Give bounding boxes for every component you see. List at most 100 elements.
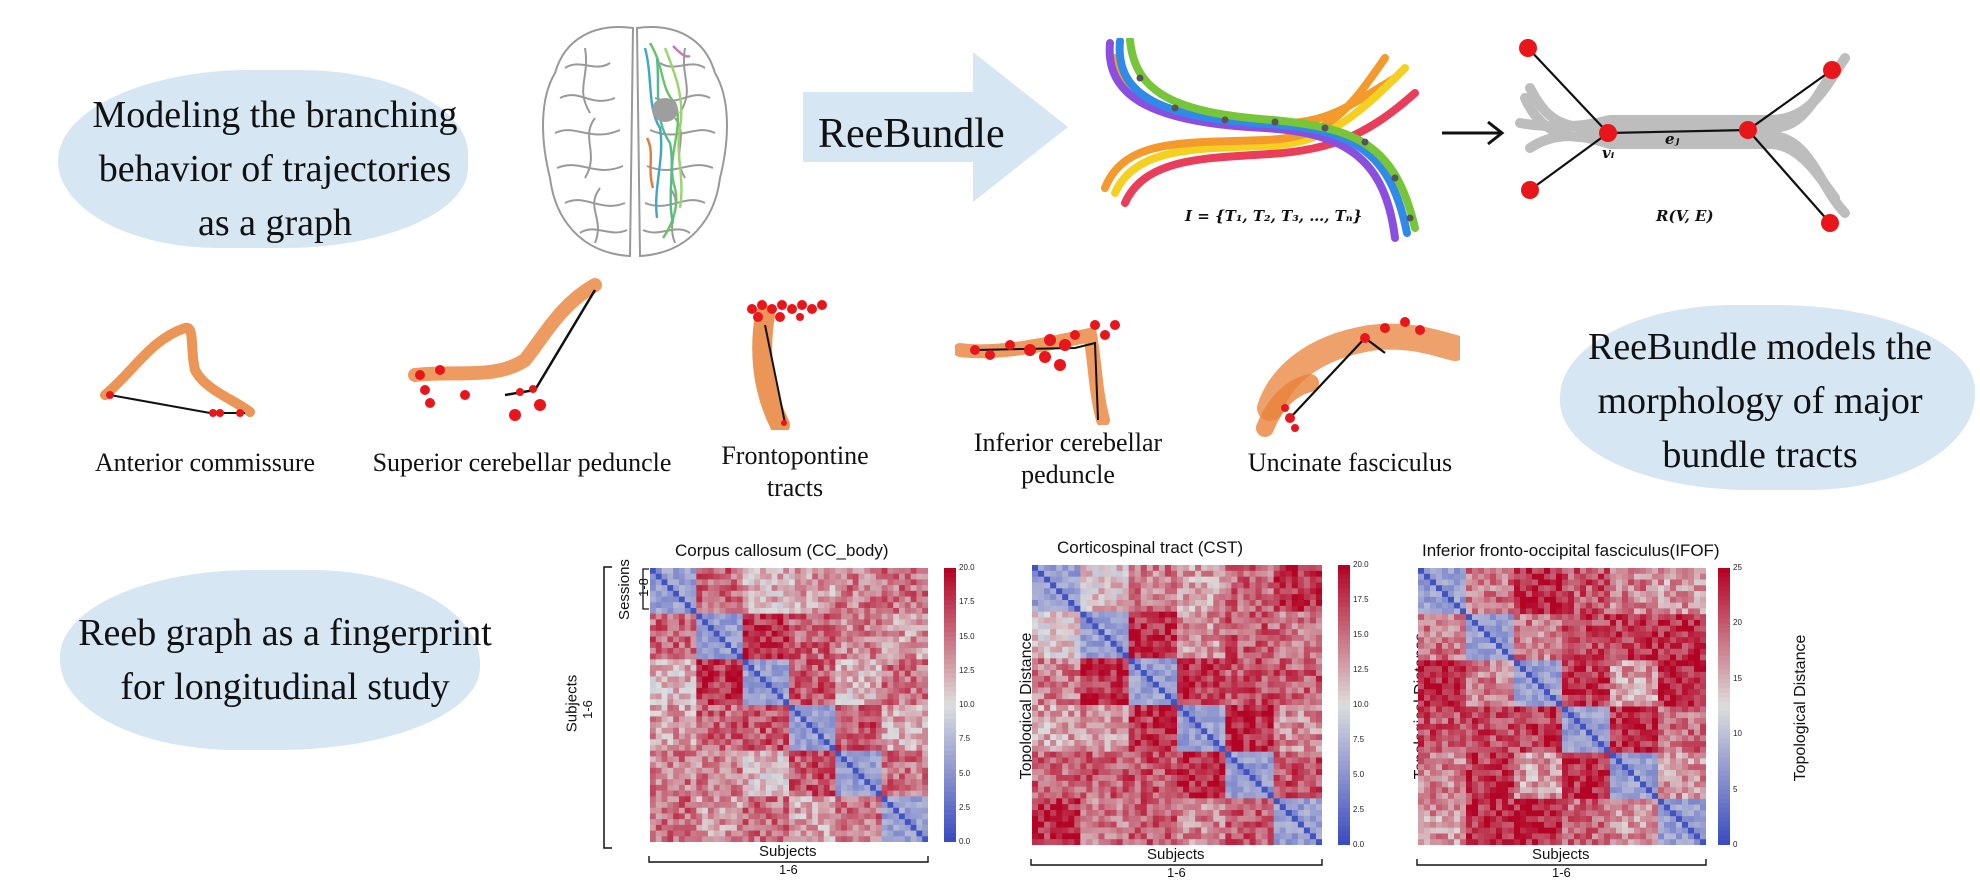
heatmap-cell — [1225, 769, 1232, 776]
heatmap-cell — [858, 722, 865, 729]
heatmap-cell — [916, 773, 923, 780]
heatmap-cell — [667, 630, 674, 637]
heatmap-cell — [1164, 786, 1172, 793]
heatmap-cell — [661, 836, 668, 842]
heatmap-cell — [858, 830, 865, 837]
heatmap-cell — [870, 790, 877, 797]
heatmap-cell — [1237, 646, 1244, 653]
heatmap-cell — [870, 784, 877, 792]
heatmap-cell — [707, 762, 715, 769]
heatmap-cell — [1207, 687, 1214, 694]
heatmap-cell — [754, 579, 761, 586]
heatmap-cell — [1183, 594, 1190, 601]
heatmap-cell — [1267, 675, 1275, 683]
heatmap-cell — [1056, 664, 1063, 671]
heatmap-cell — [823, 596, 830, 603]
colorbar-tick: 15.0 — [959, 631, 975, 641]
heatmap-cell — [1279, 699, 1287, 706]
heatmap-cell — [1315, 576, 1322, 583]
heatmap-cell — [1279, 588, 1287, 595]
heatmap-cell — [1243, 810, 1250, 817]
heatmap-cell — [864, 802, 871, 809]
heatmap-cell — [1225, 705, 1232, 712]
heatmap-cell — [655, 824, 662, 831]
heatmap-cell — [1436, 579, 1443, 586]
heatmap-cell — [800, 642, 807, 649]
heatmap-cell — [1038, 693, 1045, 700]
heatmap-cell — [673, 807, 680, 814]
heatmap-cell — [1134, 675, 1142, 683]
heatmap-cell — [777, 773, 784, 780]
heatmap-cell — [1255, 681, 1262, 688]
heatmap-cell — [1267, 740, 1275, 747]
heatmap-cell — [1122, 827, 1130, 834]
heatmap-cell — [661, 665, 668, 672]
heatmap-cell — [725, 687, 732, 694]
heatmap-cell — [1273, 670, 1281, 677]
heatmap-cell — [1213, 798, 1220, 805]
heatmap-cell — [922, 739, 928, 746]
heatmap-cell — [1152, 740, 1160, 747]
heatmap-cell — [1309, 675, 1317, 683]
heatmap-cell — [713, 642, 720, 649]
heatmap-cell — [1201, 652, 1208, 659]
heatmap-cell — [713, 773, 720, 780]
heatmap-cell — [1207, 705, 1214, 712]
heatmap-cell — [1098, 705, 1105, 712]
heatmap-cell — [864, 619, 871, 626]
heatmap-cell — [661, 716, 668, 723]
heatmap-cell — [1466, 591, 1473, 598]
heatmap-cell — [1219, 658, 1226, 665]
heatmap-cell — [696, 796, 703, 803]
heatmap-cell — [1568, 573, 1575, 580]
heatmap-cell — [1032, 798, 1039, 805]
heatmap-cell — [760, 573, 767, 580]
heatmap-cell — [1273, 745, 1281, 753]
heatmap-cell — [1110, 617, 1117, 624]
heatmap-cell — [655, 625, 662, 632]
heatmap-cell — [650, 705, 657, 712]
heatmap-cell — [1303, 769, 1311, 776]
heatmap-cell — [1303, 623, 1311, 630]
heatmap-cell — [1164, 810, 1172, 817]
heatmap-cell — [800, 596, 807, 603]
heatmap-cell — [1122, 617, 1130, 624]
heatmap-cell — [1279, 582, 1287, 589]
heatmap-cell — [1285, 570, 1293, 578]
heatmap-cell — [684, 796, 691, 803]
heatmap-cell — [661, 699, 668, 706]
heatmap-cell — [1610, 596, 1617, 604]
heatmap-cell — [1243, 769, 1250, 776]
heatmap-cell — [887, 568, 894, 575]
heatmap-cell — [673, 824, 680, 831]
heatmap-cell — [1038, 833, 1045, 840]
heatmap-cell — [702, 676, 709, 683]
heatmap-cell — [1303, 740, 1311, 747]
heatmap-cell — [771, 625, 778, 632]
heatmap-cell — [1152, 839, 1160, 845]
heatmap-cell — [1122, 594, 1130, 601]
heatmap-cell — [1189, 664, 1196, 671]
heatmap-cell — [690, 659, 697, 666]
heatmap-cell — [667, 687, 674, 694]
heatmap-cell — [852, 722, 859, 729]
heatmap-cell — [846, 836, 854, 842]
heatmap-cell — [736, 613, 744, 620]
heatmap-cell — [835, 830, 842, 837]
heatmap-cell — [881, 687, 888, 694]
heatmap-cell — [707, 653, 715, 660]
heatmap-cell — [736, 739, 744, 746]
heatmap-cell — [754, 762, 761, 769]
heatmap-cell — [1225, 716, 1232, 723]
heatmap-cell — [742, 642, 749, 649]
heatmap-cell — [1219, 611, 1226, 618]
heatmap-cell — [690, 653, 697, 660]
heatmap-cell — [858, 796, 865, 803]
heatmap-cell — [1056, 815, 1063, 823]
heatmap-cell — [841, 733, 848, 740]
heatmap-cell — [1195, 646, 1202, 653]
heatmap-cell — [835, 813, 842, 820]
heatmap-cell — [1243, 658, 1250, 665]
heatmap-cell — [823, 585, 830, 592]
heatmap-cell — [1225, 582, 1232, 589]
